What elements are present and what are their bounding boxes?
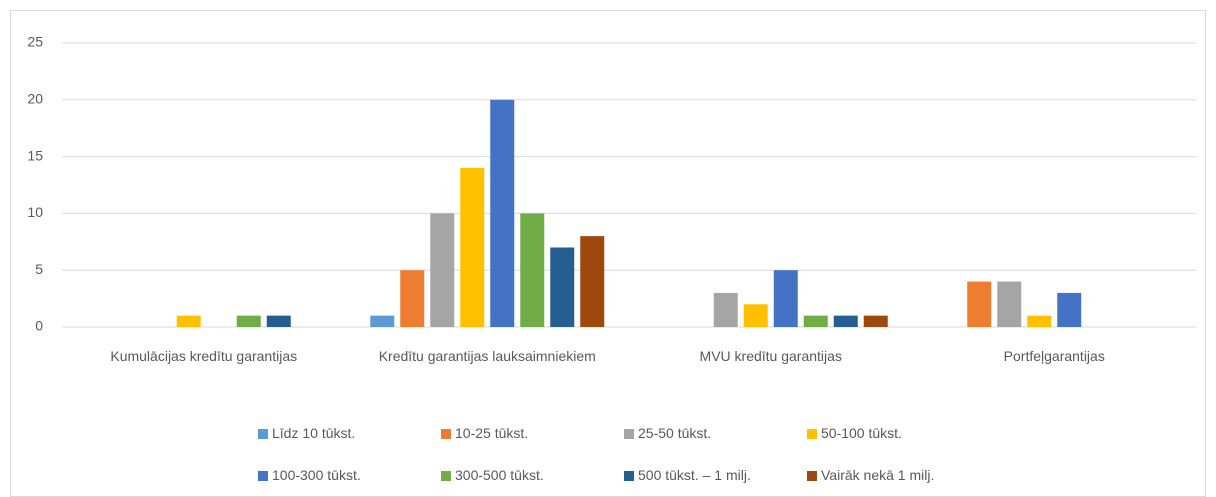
bar: [490, 99, 515, 327]
bar: [863, 315, 888, 327]
legend-swatch: [258, 429, 268, 439]
bar: [580, 236, 605, 327]
y-tick-label: 15: [27, 147, 43, 163]
legend-label: 25-50 tūkst.: [638, 425, 712, 441]
legend-item: Vairāk nekā 1 milj.: [807, 467, 934, 483]
legend-label: 10-25 tūkst.: [455, 425, 529, 441]
bar: [1027, 315, 1052, 327]
legend-label: 50-100 tūkst.: [821, 425, 902, 441]
legend-label: 500 tūkst. – 1 milj.: [638, 467, 751, 483]
bar: [1057, 292, 1082, 327]
bar: [400, 270, 425, 327]
bar: [833, 315, 858, 327]
bar: [236, 315, 261, 327]
bar: [460, 167, 485, 327]
y-tick-label: 25: [27, 34, 43, 50]
y-tick-label: 5: [35, 261, 43, 277]
legend-swatch: [624, 471, 634, 481]
bar: [743, 304, 768, 327]
legend-item: 10-25 tūkst.: [441, 425, 528, 441]
legend-item: Līdz 10 tūkst.: [258, 425, 355, 441]
x-tick-label: Kumulācijas kredītu garantijas: [110, 348, 298, 364]
bar: [967, 281, 992, 327]
x-tick-label: MVU kredītu garantijas: [699, 348, 842, 364]
x-tick-label: Kredītu garantijas lauksaimniekiem: [378, 348, 596, 364]
chart-border: [10, 10, 1206, 497]
bar: [520, 213, 545, 327]
legend-swatch: [441, 471, 451, 481]
legend-item: 500 tūkst. – 1 milj.: [624, 467, 751, 483]
bar: [176, 315, 201, 327]
legend-item: 25-50 tūkst.: [624, 425, 711, 441]
legend-label: 300-500 tūkst.: [455, 467, 544, 483]
legend-swatch: [807, 429, 817, 439]
x-tick-label: Portfeļgarantijas: [1003, 348, 1105, 364]
y-tick-label: 10: [27, 204, 43, 220]
legend-label: Līdz 10 tūkst.: [272, 425, 356, 441]
legend-swatch: [258, 471, 268, 481]
legend-item: 300-500 tūkst.: [441, 467, 544, 483]
legend-item: 100-300 tūkst.: [258, 467, 361, 483]
legend-label: Vairāk nekā 1 milj.: [821, 467, 935, 483]
y-tick-label: 20: [27, 91, 43, 107]
bar: [997, 281, 1022, 327]
bar: [430, 213, 455, 327]
bar: [370, 315, 395, 327]
legend-label: 100-300 tūkst.: [272, 467, 361, 483]
y-tick-label: 0: [35, 318, 43, 334]
bar: [803, 315, 828, 327]
legend-swatch: [624, 429, 634, 439]
legend-item: 50-100 tūkst.: [807, 425, 902, 441]
legend-swatch: [441, 429, 451, 439]
bar: [713, 292, 738, 327]
bar: [266, 315, 291, 327]
bar: [550, 247, 575, 327]
bar: [773, 270, 798, 327]
legend-swatch: [807, 471, 817, 481]
